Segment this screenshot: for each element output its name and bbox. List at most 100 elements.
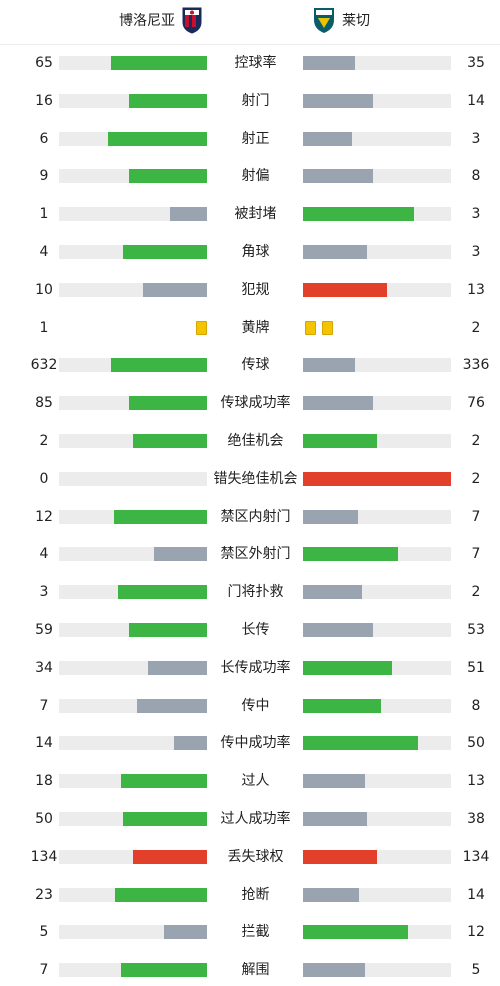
- away-bar-fill: [303, 131, 352, 146]
- stat-label: 拦截: [241, 924, 270, 941]
- stat-row: 14 传中成功率 50: [0, 733, 500, 753]
- away-stat-value: 7: [471, 508, 481, 525]
- away-bar-track: [303, 169, 451, 184]
- home-team-name: 博洛尼亚: [119, 13, 175, 29]
- home-stat-value: 23: [35, 886, 53, 903]
- stat-row: 10 犯规 13: [0, 280, 500, 300]
- home-stat-value: 59: [35, 622, 53, 638]
- away-bar-track: [303, 396, 451, 411]
- home-stat-value: 3: [39, 584, 49, 601]
- match-header: 博洛尼亚 莱切: [0, 0, 500, 45]
- stat-label: 禁区内射门: [220, 508, 291, 525]
- home-bar-track: [59, 434, 207, 448]
- home-stat-value: 2: [39, 433, 49, 449]
- away-bar-fill: [303, 282, 387, 297]
- lecce-crest-icon: [314, 8, 334, 33]
- home-stat-value: 134: [30, 848, 58, 865]
- home-bar-track: [59, 56, 207, 70]
- home-stat-value: 632: [30, 357, 58, 374]
- home-stat-value: 10: [35, 281, 53, 298]
- home-bar-track: [59, 282, 207, 297]
- away-bar-fill: [303, 547, 398, 562]
- home-stat-value: 7: [39, 962, 49, 979]
- stat-label: 黄牌: [241, 319, 270, 336]
- away-bar-fill: [303, 925, 408, 940]
- stat-row: 23 抢断 14: [0, 885, 500, 905]
- home-bar-fill: [111, 358, 207, 373]
- home-bar-track: [59, 585, 207, 600]
- away-bar-track: [303, 358, 451, 373]
- home-bar-track: [59, 774, 207, 789]
- away-bar-fill: [303, 698, 381, 713]
- stat-row: 632 传球 336: [0, 355, 500, 375]
- home-stat-value: 7: [39, 697, 49, 714]
- home-bar-fill: [133, 849, 207, 864]
- stat-label: 长传: [241, 622, 270, 638]
- stat-label: 射正: [241, 130, 270, 147]
- yellow-card-icon: [322, 320, 333, 335]
- away-bar-track: [303, 774, 451, 789]
- stat-label: 过人成功率: [220, 811, 291, 827]
- home-bar-track: [59, 547, 207, 562]
- home-stat-value: 12: [35, 508, 53, 525]
- stat-row: 12 禁区内射门 7: [0, 507, 500, 527]
- away-bar-track: [303, 56, 451, 70]
- home-stat-value: 0: [39, 470, 49, 487]
- away-stat-value: 53: [467, 622, 485, 638]
- away-bar-track: [303, 282, 451, 297]
- away-bar-track: [303, 245, 451, 259]
- away-bar-track: [303, 509, 451, 524]
- away-stat-value: 14: [467, 886, 485, 903]
- away-stat-value: 134: [462, 848, 490, 865]
- stat-row: 34 长传成功率 51: [0, 658, 500, 678]
- stat-row: 16 射门 14: [0, 91, 500, 111]
- away-bar-fill: [303, 887, 359, 902]
- stat-label: 解围: [241, 962, 270, 979]
- home-bar-track: [59, 623, 207, 637]
- away-bar-track: [303, 660, 451, 675]
- away-stat-value: 50: [467, 735, 485, 752]
- yellow-card-icon: [305, 320, 316, 335]
- home-bar-fill: [108, 131, 207, 146]
- away-team-name: 莱切: [342, 13, 370, 29]
- home-stat-value: 1: [39, 319, 49, 336]
- home-bar-track: [59, 93, 207, 108]
- away-stat-value: 3: [471, 130, 481, 147]
- home-stat-value: 9: [39, 168, 49, 185]
- away-bar-fill: [303, 56, 355, 70]
- home-stat-value: 5: [39, 924, 49, 941]
- away-bar-fill: [303, 849, 377, 864]
- away-bar-track: [303, 623, 451, 637]
- away-bar-fill: [303, 774, 365, 789]
- home-bar-fill: [174, 736, 207, 751]
- stat-label: 长传成功率: [220, 659, 291, 676]
- home-bar-fill: [115, 887, 207, 902]
- stat-row: 65 控球率 35: [0, 53, 500, 73]
- stat-row: 85 传球成功率 76: [0, 393, 500, 413]
- stat-row: 1 被封堵 3: [0, 204, 500, 224]
- away-stat-value: 8: [471, 697, 481, 714]
- away-bar-track: [303, 93, 451, 108]
- home-stat-value: 18: [35, 773, 53, 790]
- away-bar-fill: [303, 358, 355, 373]
- stat-label: 抢断: [241, 886, 270, 903]
- home-bar-fill: [111, 56, 207, 70]
- away-stat-value: 76: [467, 395, 485, 412]
- away-stat-value: 3: [471, 244, 481, 260]
- away-stat-value: 13: [467, 281, 485, 298]
- home-bar-track: [59, 812, 207, 826]
- away-stat-value: 2: [471, 584, 481, 601]
- home-bar-track: [59, 736, 207, 751]
- away-bar-fill: [303, 245, 367, 259]
- away-stat-value: 38: [467, 811, 485, 827]
- away-stat-value: 2: [471, 470, 481, 487]
- home-bar-fill: [129, 93, 207, 108]
- stat-row: 6 射正 3: [0, 129, 500, 149]
- home-team[interactable]: 博洛尼亚: [113, 6, 203, 34]
- stat-label: 过人: [241, 773, 270, 790]
- away-bar-fill: [303, 736, 418, 751]
- home-bar-track: [59, 698, 207, 713]
- away-bar-fill: [303, 660, 392, 675]
- away-team[interactable]: 莱切: [312, 6, 376, 34]
- home-bar-track: [59, 131, 207, 146]
